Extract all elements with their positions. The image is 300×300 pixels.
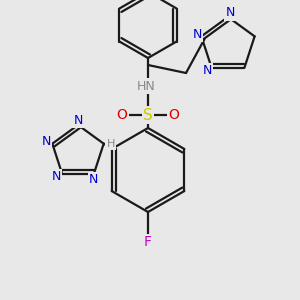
Text: HN: HN <box>136 80 155 92</box>
Text: H: H <box>106 139 115 149</box>
Text: N: N <box>42 135 51 148</box>
Text: O: O <box>169 108 179 122</box>
Text: N: N <box>203 64 212 77</box>
Text: N: N <box>73 113 83 127</box>
Text: N: N <box>51 170 61 183</box>
Text: S: S <box>143 107 153 122</box>
Text: N: N <box>225 7 235 20</box>
Text: F: F <box>144 235 152 249</box>
Text: O: O <box>117 108 128 122</box>
Text: N: N <box>193 28 202 41</box>
Text: N: N <box>89 173 99 186</box>
